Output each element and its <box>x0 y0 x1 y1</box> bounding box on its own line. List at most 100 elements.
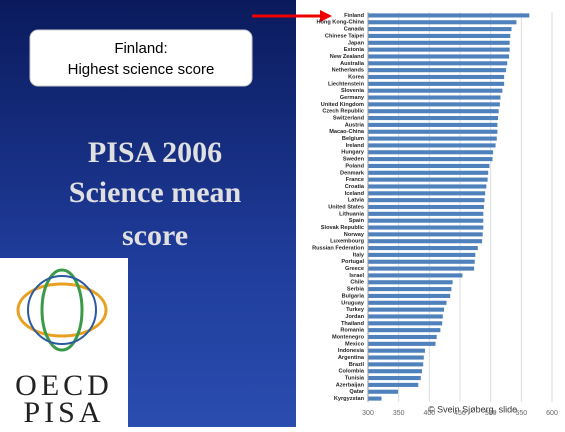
bar <box>368 211 484 216</box>
callout-text: Finland: <box>114 40 167 57</box>
bar <box>368 273 463 278</box>
y-tick-label: Jordan <box>345 314 364 320</box>
bar <box>368 266 475 271</box>
y-tick-label: Qatar <box>349 389 364 395</box>
bar <box>368 20 517 25</box>
y-tick-label: Belgium <box>342 136 364 142</box>
y-tick-label: Chile <box>350 280 364 286</box>
bar <box>368 348 426 353</box>
y-tick-label: Latvia <box>348 198 365 204</box>
bar <box>368 204 484 210</box>
bar <box>368 321 443 326</box>
credit: © Svein Sjøberg, slide <box>428 404 517 414</box>
bar <box>368 95 501 100</box>
bar <box>368 40 510 45</box>
logo-text: PISA <box>23 396 104 427</box>
y-tick-label: Kyrgyzstan <box>334 396 365 402</box>
y-tick-label: Tunisia <box>345 376 365 382</box>
y-tick-label: Denmark <box>340 170 365 176</box>
bar <box>368 232 483 237</box>
bar <box>368 328 441 333</box>
callout-text: Highest science score <box>68 61 215 78</box>
y-tick-label: Spain <box>349 218 365 224</box>
y-tick-label: Estonia <box>344 47 365 53</box>
y-tick-label: Russian Federation <box>312 246 364 252</box>
bar <box>368 122 498 127</box>
bar <box>368 136 497 141</box>
y-tick-label: Turkey <box>346 307 365 313</box>
bar <box>368 355 424 360</box>
y-tick-label: Netherlands <box>332 68 364 74</box>
bar <box>368 47 510 52</box>
x-tick-label: 500 <box>485 410 497 417</box>
bar <box>368 287 452 292</box>
y-tick-label: United States <box>328 204 364 210</box>
y-tick-label: Hong Kong-China <box>316 20 364 26</box>
y-tick-label: Hungary <box>341 150 365 156</box>
arrow-head <box>320 10 332 22</box>
y-tick-label: Switzerland <box>333 116 365 122</box>
bar <box>368 239 483 244</box>
logo-text: OECD <box>15 369 113 402</box>
x-tick-label: 450 <box>454 410 466 417</box>
y-tick-label: Italy <box>353 252 365 258</box>
x-tick-label: 600 <box>546 410 558 417</box>
slide-title: Science mean <box>69 176 242 209</box>
y-tick-label: Mexico <box>345 341 365 347</box>
y-tick-label: Indonesia <box>338 348 365 354</box>
y-tick-label: Norway <box>344 232 365 238</box>
bar <box>368 150 494 155</box>
bar <box>368 246 478 251</box>
bar <box>368 143 496 148</box>
logo-mark <box>16 268 108 352</box>
logo-box <box>0 258 128 427</box>
y-tick-label: Romania <box>340 328 365 334</box>
y-tick-label: Greece <box>345 266 364 272</box>
bar <box>368 27 512 32</box>
bar <box>368 396 382 401</box>
y-tick-label: Austria <box>345 122 365 128</box>
bar <box>368 33 511 38</box>
y-tick-label: Canada <box>344 27 365 33</box>
y-tick-label: Czech Republic <box>322 109 364 115</box>
y-tick-label: Iceland <box>345 191 365 197</box>
bar <box>368 68 506 73</box>
bar <box>368 13 530 18</box>
x-tick-label: 400 <box>423 410 435 417</box>
y-tick-label: United Kingdom <box>321 102 364 108</box>
bar <box>368 177 488 182</box>
y-tick-label: Argentina <box>338 355 365 361</box>
bar <box>368 157 493 162</box>
slide-title: score <box>122 219 188 252</box>
bar <box>368 362 424 367</box>
bar <box>368 382 419 387</box>
bar <box>368 61 508 66</box>
y-tick-label: Croatia <box>345 184 365 190</box>
callout-box <box>29 29 253 87</box>
bar <box>368 74 505 80</box>
bar <box>368 259 475 264</box>
bar <box>368 218 484 223</box>
bar <box>368 369 422 374</box>
y-tick-label: Chinese Taipei <box>325 33 365 39</box>
x-tick-label: 350 <box>393 410 405 417</box>
slide-title: PISA 2006 <box>88 136 222 169</box>
bar <box>368 81 505 86</box>
x-tick-label: 550 <box>515 410 527 417</box>
bar <box>368 389 399 394</box>
bar <box>368 54 510 59</box>
bar <box>368 334 437 340</box>
y-tick-label: Macao-China <box>329 129 365 135</box>
y-tick-label: Korea <box>348 74 365 80</box>
y-tick-label: Serbia <box>347 287 365 293</box>
bar <box>368 376 421 381</box>
y-tick-label: Israel <box>349 273 364 279</box>
y-tick-label: Sweden <box>343 157 365 163</box>
bar <box>368 300 447 305</box>
bar <box>368 198 485 203</box>
bar <box>368 116 499 121</box>
bar <box>368 314 443 319</box>
bar <box>368 280 453 285</box>
y-tick-label: Japan <box>348 40 365 46</box>
y-tick-label: Uruguay <box>341 300 365 306</box>
